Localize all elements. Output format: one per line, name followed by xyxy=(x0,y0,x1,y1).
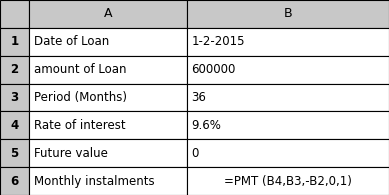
Bar xyxy=(0,56,29,84)
Text: 9.6%: 9.6% xyxy=(191,119,221,132)
Bar xyxy=(187,28,389,56)
Bar xyxy=(0,28,29,56)
Bar xyxy=(29,28,187,56)
Bar xyxy=(29,84,187,111)
Bar xyxy=(0,111,29,139)
Bar xyxy=(0,139,29,167)
Bar xyxy=(29,139,187,167)
Text: 0: 0 xyxy=(191,147,199,160)
Text: Period (Months): Period (Months) xyxy=(34,91,127,104)
Text: A: A xyxy=(104,7,112,20)
Text: 1: 1 xyxy=(11,35,19,48)
Bar xyxy=(187,56,389,84)
Bar xyxy=(29,111,187,139)
Text: 6: 6 xyxy=(11,175,19,188)
Text: =PMT (B4,B3,-B2,0,1): =PMT (B4,B3,-B2,0,1) xyxy=(224,175,352,188)
Text: 4: 4 xyxy=(11,119,19,132)
Bar xyxy=(29,0,187,28)
Bar xyxy=(187,167,389,195)
Bar xyxy=(0,84,29,111)
Text: Date of Loan: Date of Loan xyxy=(34,35,109,48)
Text: 3: 3 xyxy=(11,91,19,104)
Bar xyxy=(187,139,389,167)
Text: Rate of interest: Rate of interest xyxy=(34,119,126,132)
Text: 5: 5 xyxy=(11,147,19,160)
Bar xyxy=(0,167,29,195)
Text: 600000: 600000 xyxy=(191,63,236,76)
Bar xyxy=(187,0,389,28)
Bar xyxy=(187,111,389,139)
Text: 1-2-2015: 1-2-2015 xyxy=(191,35,245,48)
Text: amount of Loan: amount of Loan xyxy=(34,63,126,76)
Bar xyxy=(29,56,187,84)
Text: 2: 2 xyxy=(11,63,19,76)
Bar xyxy=(29,167,187,195)
Text: Future value: Future value xyxy=(34,147,108,160)
Bar xyxy=(187,84,389,111)
Text: Monthly instalments: Monthly instalments xyxy=(34,175,154,188)
Text: B: B xyxy=(284,7,292,20)
Bar xyxy=(0,0,29,28)
Text: 36: 36 xyxy=(191,91,206,104)
